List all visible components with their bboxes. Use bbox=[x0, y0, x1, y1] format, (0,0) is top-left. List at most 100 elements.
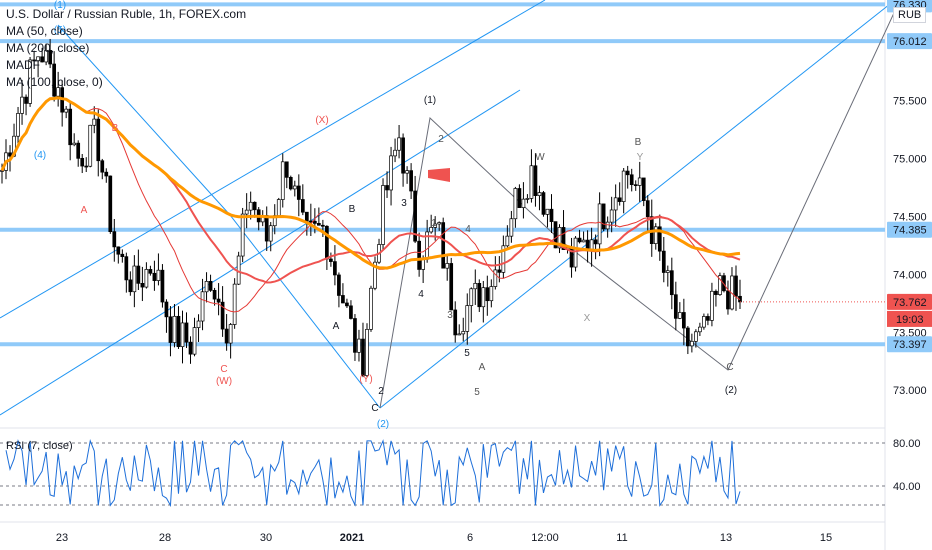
indicator-ma200[interactable]: MA (200, close) bbox=[6, 41, 90, 55]
price-tag-3 bbox=[887, 293, 932, 310]
candle-body bbox=[533, 165, 538, 196]
candle-body bbox=[665, 270, 670, 273]
wave-label-16: 5 bbox=[464, 348, 470, 359]
candle-body bbox=[72, 142, 77, 146]
candle-body bbox=[597, 203, 602, 245]
candle-body bbox=[144, 269, 149, 288]
channel-lower-2 bbox=[379, 0, 896, 409]
candle-body bbox=[673, 294, 678, 319]
candle-body bbox=[232, 283, 237, 325]
candle-body bbox=[132, 265, 137, 293]
currency-label[interactable]: RUB bbox=[893, 7, 927, 23]
indicator-ma100[interactable]: MA (100, close, 0) bbox=[6, 75, 103, 89]
candle-body bbox=[694, 331, 698, 342]
candle-body bbox=[549, 208, 554, 222]
candle-body bbox=[40, 56, 44, 63]
candle-body bbox=[176, 315, 181, 348]
candle-body bbox=[228, 324, 233, 344]
candle-body bbox=[481, 287, 486, 308]
candle-body bbox=[661, 250, 666, 273]
candle-body bbox=[605, 221, 610, 230]
candle-body bbox=[124, 256, 129, 281]
wave-label-0: (1) bbox=[54, 0, 66, 11]
channel-lower-1 bbox=[0, 89, 521, 416]
candle-body bbox=[192, 327, 197, 355]
candle-body bbox=[389, 155, 393, 191]
y-tick-label-4: 75.000 bbox=[893, 153, 927, 165]
candle-body bbox=[629, 174, 634, 186]
candle-body bbox=[180, 322, 185, 348]
candle-body bbox=[581, 239, 586, 243]
candle-body bbox=[657, 226, 662, 252]
wave-label-11: C bbox=[371, 403, 378, 414]
candle-body bbox=[136, 265, 141, 284]
price-tag-label-0: 76.330 bbox=[893, 0, 927, 11]
candle-body bbox=[417, 240, 421, 270]
price-tag-1 bbox=[887, 33, 932, 50]
indicator-madf[interactable]: MADF bbox=[6, 58, 40, 72]
candle-body bbox=[184, 322, 189, 343]
candle-body bbox=[433, 223, 438, 228]
candle-body bbox=[561, 227, 566, 250]
candle-body bbox=[76, 142, 81, 159]
wave-label-24: W bbox=[535, 152, 545, 163]
wave-label-28: C bbox=[726, 362, 733, 373]
candle-body bbox=[413, 190, 417, 242]
candle-body bbox=[317, 223, 321, 226]
candle-body bbox=[601, 203, 606, 230]
candle-body bbox=[164, 301, 169, 318]
candle-body bbox=[208, 281, 213, 291]
candle-body bbox=[345, 302, 349, 307]
symbol-title[interactable]: U.S. Dollar / Russian Ruble, 1h, FOREX.c… bbox=[6, 7, 247, 21]
wave-label-29: (2) bbox=[725, 385, 737, 396]
candle-body bbox=[325, 225, 329, 260]
wave-label-2: (4) bbox=[34, 150, 46, 161]
candle-body bbox=[501, 245, 506, 273]
candle-body bbox=[84, 165, 89, 168]
price-tag-label-4: 73.397 bbox=[893, 339, 927, 351]
x-tick-label-4: 6 bbox=[467, 532, 473, 544]
candle-body bbox=[469, 288, 474, 306]
wave-label-15: 4 bbox=[418, 289, 424, 300]
candle-body bbox=[64, 108, 69, 113]
candle-body bbox=[100, 160, 105, 173]
y-tick-label-0: 73.000 bbox=[893, 385, 927, 397]
candle-body bbox=[537, 192, 542, 196]
candle-body bbox=[722, 275, 726, 292]
channel-upper-1 bbox=[0, 0, 546, 319]
candle-body bbox=[148, 269, 153, 274]
candle-body bbox=[449, 263, 454, 311]
y-tick-label-2: 74.000 bbox=[893, 269, 927, 281]
candle-body bbox=[609, 209, 614, 223]
candles-group bbox=[0, 38, 742, 378]
candle-body bbox=[373, 261, 377, 289]
candle-body bbox=[385, 185, 389, 191]
wave-label-18: 2 bbox=[438, 134, 444, 145]
candle-body bbox=[473, 282, 478, 290]
rsi-legend-label[interactable]: RSI (7, close) bbox=[6, 440, 73, 452]
candle-body bbox=[714, 290, 718, 295]
candle-body bbox=[397, 137, 401, 151]
candle-body bbox=[268, 225, 273, 242]
candle-body bbox=[152, 272, 157, 281]
candle-body bbox=[276, 199, 281, 216]
candle-body bbox=[357, 338, 361, 353]
wave-label-22: 5 bbox=[474, 387, 480, 398]
x-tick-label-3: 2021 bbox=[340, 532, 364, 544]
flag-marker bbox=[428, 168, 450, 182]
candle-body bbox=[653, 226, 658, 244]
wave-label-9: A bbox=[333, 321, 340, 332]
candle-body bbox=[690, 340, 694, 347]
indicator-ma50[interactable]: MA (50, close) bbox=[6, 24, 83, 38]
candle-body bbox=[116, 246, 121, 255]
candle-body bbox=[669, 270, 674, 296]
candle-body bbox=[312, 220, 317, 224]
candle-body bbox=[441, 222, 446, 269]
candle-body bbox=[48, 50, 52, 65]
candle-body bbox=[621, 170, 626, 202]
x-tick-label-1: 28 bbox=[159, 532, 171, 544]
candle-body bbox=[104, 171, 109, 177]
candle-body bbox=[577, 237, 582, 243]
wave-label-14: 3 bbox=[401, 198, 407, 209]
